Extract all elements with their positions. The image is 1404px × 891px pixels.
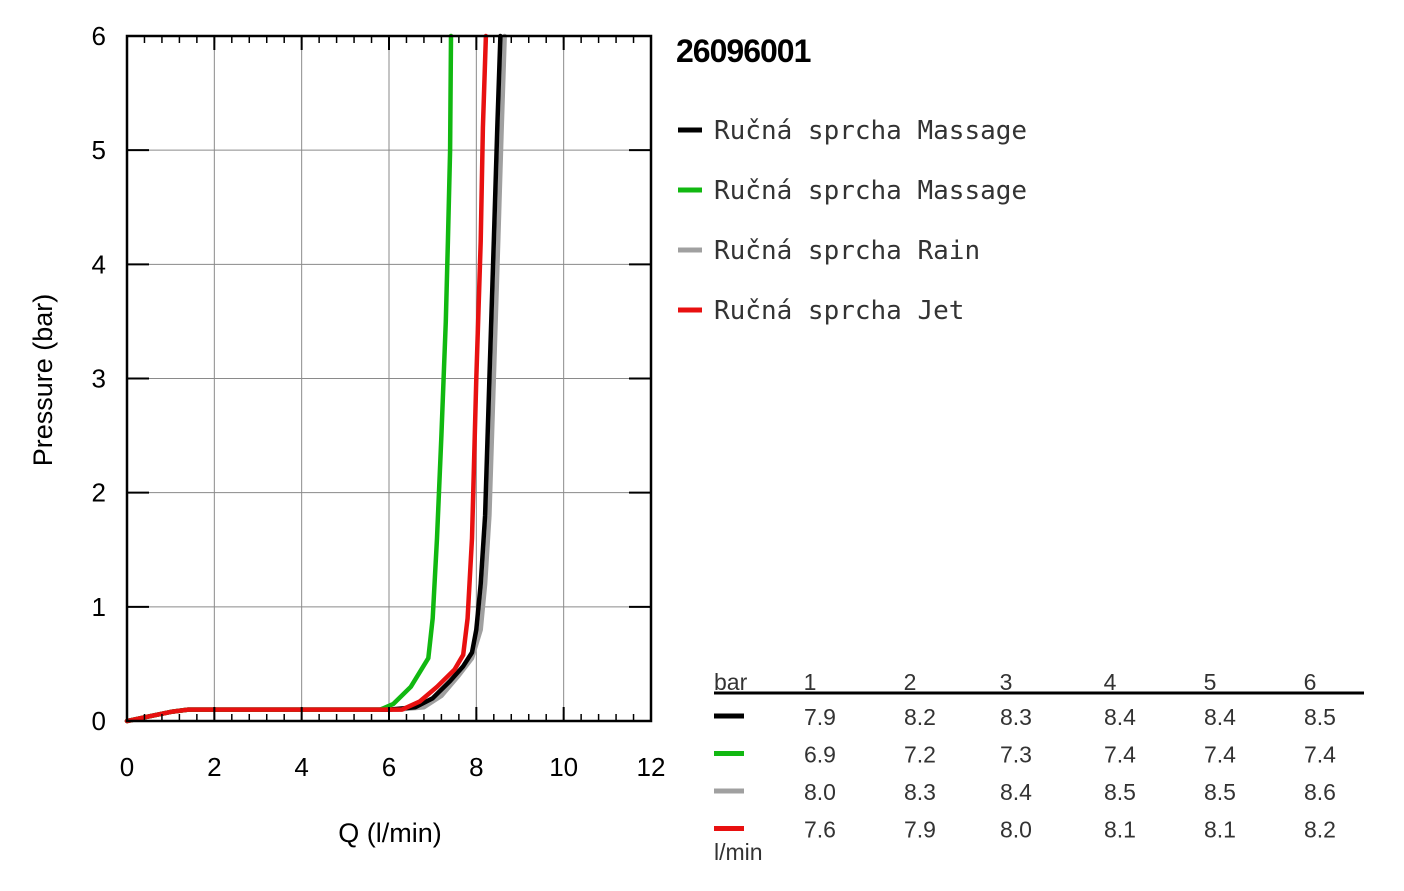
axis-ticks [126, 35, 652, 722]
table-cell: 8.3 [1000, 704, 1032, 730]
grid [127, 36, 651, 721]
table-cell: 8.2 [1304, 817, 1336, 843]
chart-title: 26096001 [676, 33, 811, 69]
table-cell: 8.5 [1304, 704, 1336, 730]
x-tick-label: 6 [382, 752, 396, 782]
flow-table: bar 1 2 3 4 5 6 7.9 8.2 8.3 8.4 8.4 8.5 6.9 7.2 7.3 7.4 7… [714, 669, 1364, 865]
table-cell: 7.9 [904, 817, 936, 843]
series-line-3 [124, 33, 489, 724]
y-tick-label: 2 [92, 478, 106, 508]
legend-label: Ručná sprcha Massage [714, 116, 1027, 146]
table-footer-label: l/min [714, 839, 763, 865]
y-tick-label: 4 [92, 249, 106, 279]
series-lines [124, 33, 507, 724]
table-cell: 7.2 [904, 742, 936, 768]
x-tick-label: 0 [120, 752, 134, 782]
table-cell: 6.9 [804, 742, 836, 768]
table-cell: 8.5 [1204, 779, 1236, 805]
table-cell: 7.4 [1304, 742, 1336, 768]
table-header-label: bar [714, 669, 748, 695]
table-cell: 8.5 [1104, 779, 1136, 805]
y-tick-label: 1 [92, 592, 106, 622]
table-column-header: 2 [904, 669, 917, 695]
table-cell: 8.2 [904, 704, 936, 730]
table-cell: 8.0 [804, 779, 836, 805]
table-cell: 8.4 [1000, 779, 1032, 805]
table-cell: 8.3 [904, 779, 936, 805]
table-cell: 7.9 [804, 704, 836, 730]
y-tick-label: 3 [92, 364, 106, 394]
table-cell: 8.4 [1104, 704, 1136, 730]
table-cell: 8.4 [1204, 704, 1236, 730]
y-tick-label: 0 [92, 706, 106, 736]
y-tick-label: 6 [92, 21, 106, 51]
x-tick-label: 10 [549, 752, 578, 782]
x-tick-label: 8 [469, 752, 483, 782]
table-column-header: 3 [1000, 669, 1013, 695]
table-cell: 8.1 [1104, 817, 1136, 843]
legend-label: Ručná sprcha Rain [714, 236, 980, 266]
table-cell: 7.6 [804, 817, 836, 843]
legend-label: Ručná sprcha Jet [714, 296, 964, 326]
x-axis-label: Q (l/min) [338, 818, 442, 848]
x-tick-label: 4 [294, 752, 308, 782]
table-column-header: 4 [1104, 669, 1117, 695]
table-cell: 8.0 [1000, 817, 1032, 843]
table-column-header: 6 [1304, 669, 1317, 695]
legend-label: Ručná sprcha Massage [714, 176, 1027, 206]
x-tick-label: 2 [207, 752, 221, 782]
table-cell: 8.1 [1204, 817, 1236, 843]
y-axis-label: Pressure (bar) [28, 294, 58, 467]
table-column-header: 5 [1204, 669, 1217, 695]
table-column-header: 1 [804, 669, 817, 695]
table-cell: 7.4 [1104, 742, 1136, 768]
legend: Ručná sprcha Massage Ručná sprcha Massage… [678, 116, 1027, 326]
table-cell: 7.3 [1000, 742, 1032, 768]
x-tick-label: 12 [637, 752, 666, 782]
y-tick-label: 5 [92, 135, 106, 165]
table-cell: 8.6 [1304, 779, 1336, 805]
table-cell: 7.4 [1204, 742, 1236, 768]
